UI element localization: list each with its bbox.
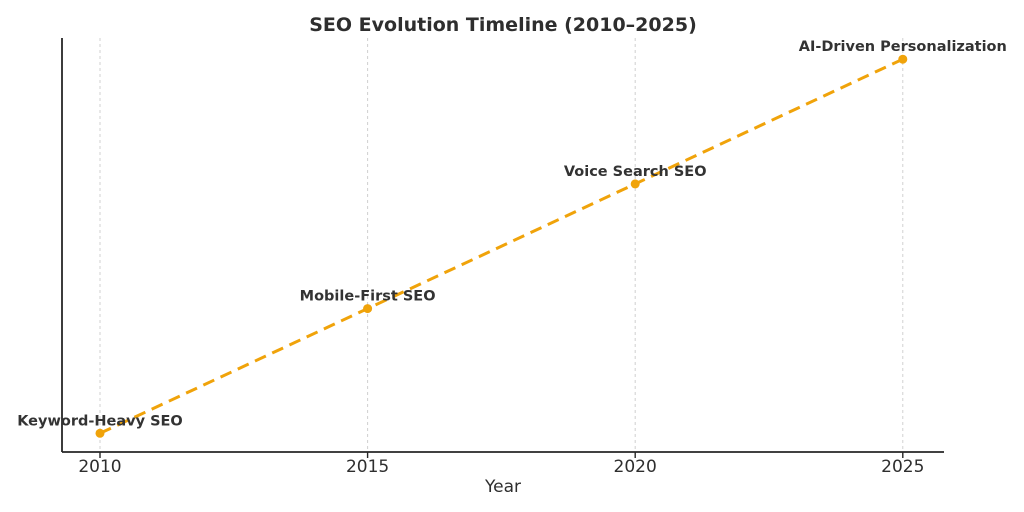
- axes-layer: 2010 2015 2020 2025: [61, 38, 944, 477]
- x-tick-label-2025: 2025: [881, 457, 924, 477]
- timeline-series: Keyword-Heavy SEO Mobile-First SEO Voice S…: [17, 39, 1007, 438]
- x-tick-label-2015: 2015: [346, 457, 389, 477]
- data-point-2025: [898, 54, 908, 64]
- point-label-2025: AI-Driven Personalization: [799, 39, 1007, 55]
- grid-layer: [99, 38, 904, 452]
- x-axis-title: Year: [484, 477, 521, 497]
- x-tick-label-2020: 2020: [614, 457, 657, 477]
- chart-title: SEO Evolution Timeline (2010–2025): [309, 14, 697, 36]
- data-point-2015: [363, 304, 373, 314]
- timeline-line: [99, 57, 904, 435]
- x-tick-label-2010: 2010: [78, 457, 121, 477]
- point-label-2015: Mobile-First SEO: [300, 289, 436, 305]
- data-point-2010: [95, 428, 105, 438]
- point-label-2020: Voice Search SEO: [564, 164, 707, 180]
- data-point-2020: [630, 179, 640, 189]
- point-label-2010: Keyword-Heavy SEO: [17, 413, 183, 429]
